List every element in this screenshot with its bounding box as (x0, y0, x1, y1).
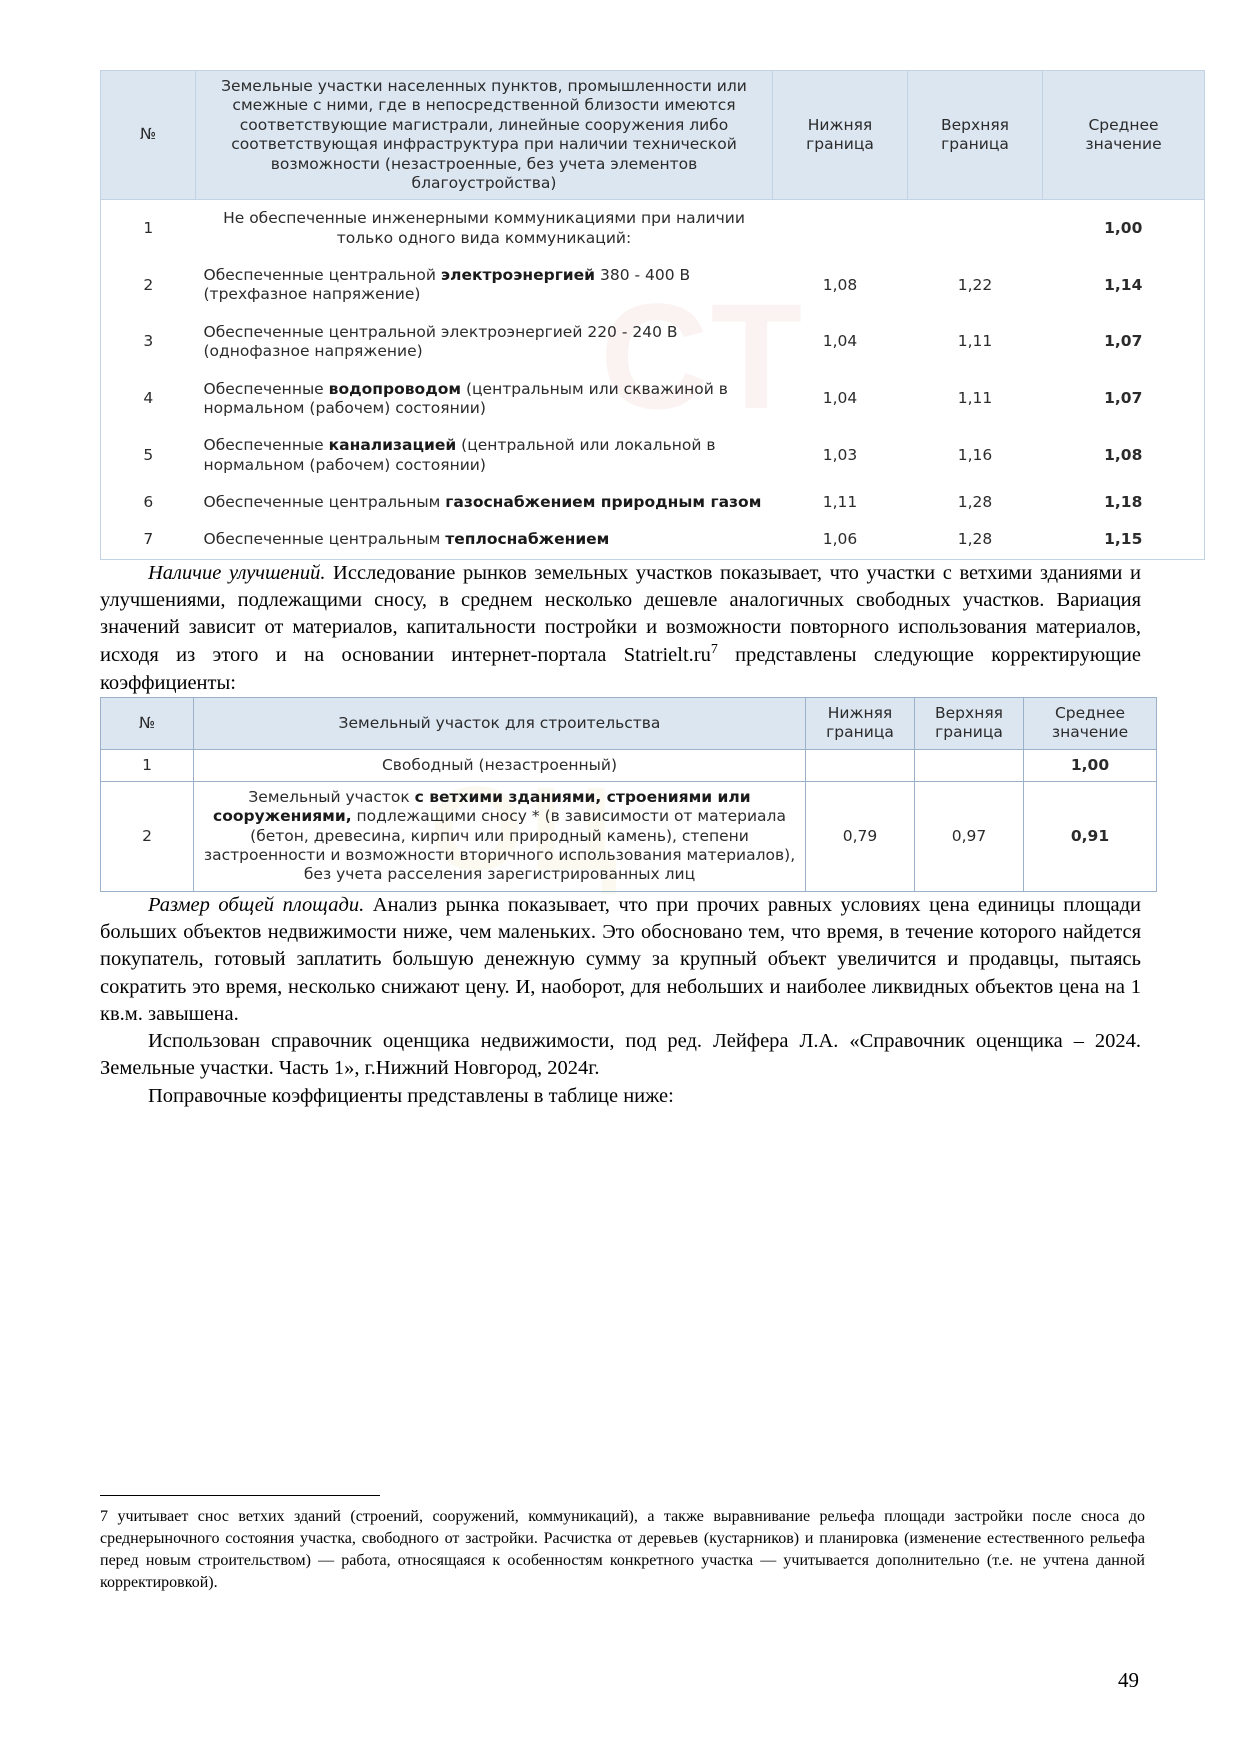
cell-upper-bound: 1,28 (957, 530, 993, 549)
header-lower-bound-2: Нижняя граница (805, 696, 915, 750)
page-number: 49 (1118, 1668, 1139, 1692)
header-index: № (100, 69, 196, 201)
table-row: 3 Обеспеченные центральной электроэнергие… (101, 314, 1205, 371)
cell-index: 1 (143, 218, 154, 237)
cell-average-value: 1,08 (1104, 445, 1143, 464)
header-description-2: Земельный участок для строительства (193, 696, 806, 750)
paragraph-closing: Поправочные коэффициенты представлены в … (148, 1084, 674, 1107)
header-lower-bound: Нижняя граница (772, 69, 908, 201)
paragraph-reference: Использован справочник оценщика недвижим… (100, 1030, 1141, 1080)
table-head-2: № Земельный участок для строительства Ни… (100, 696, 1157, 750)
cell-lower-bound: 1,03 (822, 445, 858, 464)
table-body: 1 Не обеспеченные инженерными коммуникаци… (101, 200, 1205, 560)
cell-description: Свободный (незастроенный) (193, 748, 806, 782)
cell-average-value: 1,18 (1104, 493, 1143, 511)
cell-average-value: 1,15 (1104, 530, 1143, 549)
cell-index: 7 (143, 530, 154, 549)
cell-lower-bound: 1,06 (822, 530, 858, 549)
paragraph-improvements-text: Исследование рынков земельных участков п… (100, 561, 1141, 694)
cell-upper-bound: 1,28 (957, 493, 993, 511)
table-row: 7 Обеспеченные центральным теплоснабжение… (101, 521, 1205, 559)
cell-description: Обеспеченные водопроводом (центральным и… (203, 379, 728, 417)
cell-index: 5 (143, 445, 154, 464)
header-upper-bound-2: Верхняя граница (914, 696, 1024, 750)
cell-lower-bound (773, 200, 908, 257)
cell-description: Обеспеченные центральной электроэнергией… (203, 266, 691, 304)
cell-average-value: 1,00 (1104, 218, 1143, 237)
table-row: 2 Земельный участок с ветхими зданиями, с… (100, 780, 1157, 892)
paragraph-improvements: Наличие улучшений. Исследование рынков з… (100, 560, 1141, 697)
cell-average-value: 1,14 (1104, 275, 1143, 294)
cell-average-value: 1,07 (1104, 332, 1143, 351)
cell-lower-bound: 0,79 (805, 780, 915, 892)
cell-index: 3 (143, 332, 154, 351)
table-header-row-2: № Земельный участок для строительства Ни… (100, 696, 1157, 750)
cell-upper-bound: 1,16 (957, 445, 993, 464)
cell-index: 6 (143, 493, 154, 511)
footnote-text: 7 учитывает снос ветхих зданий (строений… (100, 1508, 1145, 1592)
cell-lower-bound: 1,11 (822, 493, 858, 511)
cell-description: Не обеспеченные инженерными коммуникация… (223, 209, 745, 247)
cell-index: 1 (100, 748, 194, 782)
footnote-area: 7 учитывает снос ветхих зданий (строений… (100, 1495, 1145, 1594)
table-row: 1 Свободный (незастроенный) 1,00 (100, 748, 1157, 782)
cell-description: Обеспеченные канализацией (центральной и… (203, 436, 716, 474)
header-average-value: Среднее значение (1042, 69, 1205, 201)
paragraph-area-size-lead: Размер общей площади. (148, 893, 365, 916)
cell-upper-bound: 1,11 (957, 332, 993, 351)
page-content: № Земельные участки населенных пунктов, … (100, 69, 1205, 1110)
cell-upper-bound: 1,11 (957, 389, 993, 408)
table-header-row: № Земельные участки населенных пунктов, … (100, 69, 1205, 201)
cell-description: Обеспеченные центральным газоснабжением … (203, 493, 762, 511)
cell-lower-bound: 1,08 (822, 275, 858, 294)
cell-average-value: 1,00 (1023, 748, 1157, 782)
footnote-separator-rule (100, 1495, 380, 1496)
cell-lower-bound (805, 748, 915, 782)
cell-description: Обеспеченные центральной электроэнергией… (203, 322, 678, 361)
header-average-value-2: Среднее значение (1023, 696, 1157, 750)
table-row: 2 Обеспеченные центральной электроэнергие… (101, 257, 1205, 314)
cell-index: 2 (100, 780, 194, 892)
cell-description: Обеспеченные центральным теплоснабжением (203, 530, 610, 549)
paragraph-area-size-text: Анализ рынка показывает, что при прочих … (100, 893, 1141, 1025)
table-row: 6 Обеспеченные центральным газоснабжением… (101, 484, 1205, 521)
header-upper-bound: Верхняя граница (907, 69, 1043, 201)
paragraph-area-size: Размер общей площади. Анализ рынка показ… (100, 892, 1141, 1028)
table-head: № Земельные участки населенных пунктов, … (100, 69, 1205, 201)
utilities-coefficients-table: № Земельные участки населенных пунктов, … (100, 69, 1205, 560)
cell-description: Земельный участок с ветхими зданиями, ст… (193, 780, 806, 892)
cell-upper-bound: 0,97 (914, 780, 1024, 892)
cell-average-value: 1,07 (1104, 389, 1143, 408)
cell-lower-bound: 1,04 (822, 332, 858, 351)
building-plot-coefficients-table: № Земельный участок для строительства Ни… (100, 696, 1157, 892)
cell-index: 2 (143, 275, 154, 294)
header-description: Земельные участки населенных пунктов, пр… (195, 69, 773, 201)
paragraph-improvements-lead: Наличие улучшений. (148, 561, 326, 584)
table-row: 4 Обеспеченные водопроводом (центральным … (101, 371, 1205, 428)
cell-index: 4 (143, 389, 154, 408)
cell-average-value: 0,91 (1023, 780, 1157, 892)
table-row: 1 Не обеспеченные инженерными коммуникаци… (101, 200, 1205, 257)
cell-upper-bound: 1,22 (957, 275, 993, 294)
cell-upper-bound (914, 748, 1024, 782)
cell-upper-bound (908, 200, 1043, 257)
cell-lower-bound: 1,04 (822, 389, 858, 408)
header-index-2: № (100, 696, 194, 750)
table-body-2: 1 Свободный (незастроенный) 1,00 2 Земельный… (100, 748, 1157, 892)
table-row: 5 Обеспеченные канализацией (центральной … (101, 427, 1205, 484)
